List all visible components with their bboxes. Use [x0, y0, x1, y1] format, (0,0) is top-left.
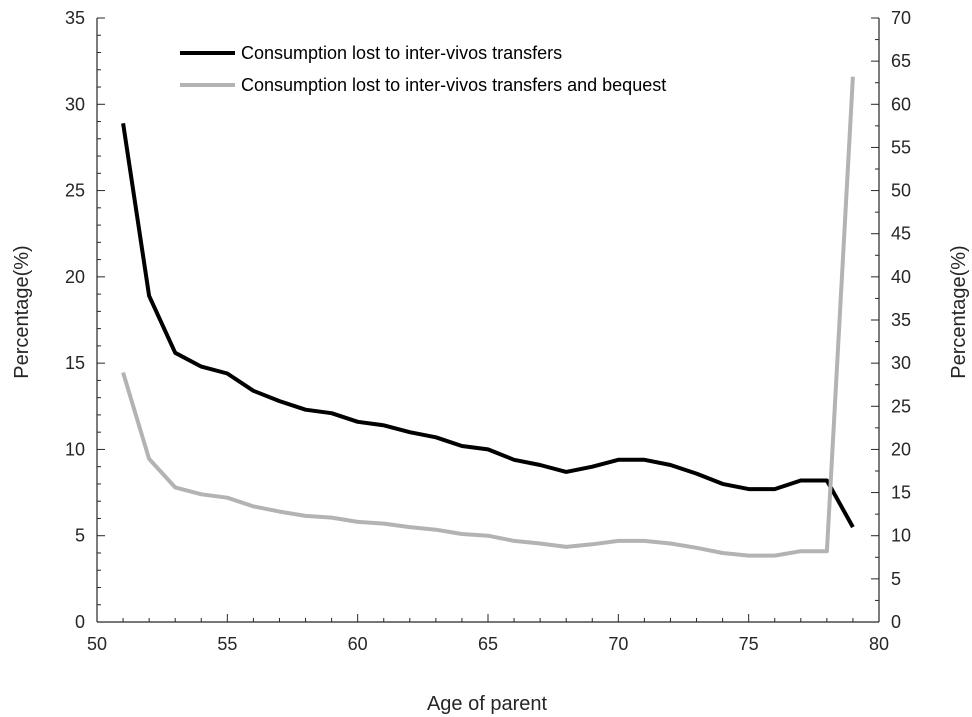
x-axis-label: Age of parent — [427, 693, 548, 715]
series-lines — [121, 76, 855, 558]
x-tick-label: 50 — [87, 634, 107, 654]
y-left-tick-label: 5 — [75, 526, 85, 546]
y-left-tick-label: 25 — [65, 181, 85, 201]
y-left-tick-label: 0 — [75, 612, 85, 632]
y-right-tick-label: 45 — [891, 224, 911, 244]
x-tick-label: 75 — [739, 634, 759, 654]
y-right-tick-label: 55 — [891, 137, 911, 157]
y-left-tick-label: 35 — [65, 8, 85, 28]
y-right-tick-label: 15 — [891, 483, 911, 503]
legend-label-transfers-and-bequest: Consumption lost to inter-vivos transfer… — [241, 75, 666, 95]
y-right-tick-label: 10 — [891, 526, 911, 546]
y-right-tick-label: 30 — [891, 353, 911, 373]
y-right-tick-label: 35 — [891, 310, 911, 330]
axes — [96, 18, 880, 623]
y-right-tick-label: 5 — [891, 569, 901, 589]
series-line-transfers — [121, 123, 855, 529]
y-right-tick-label: 60 — [891, 94, 911, 114]
y-axis-label-right: Percentage(%) — [948, 245, 970, 378]
y-right-tick-label: 70 — [891, 8, 911, 28]
ticks: 50 55 60 65 70 75 8005101520253035051015202530… — [65, 8, 911, 654]
y-right-tick-label: 20 — [891, 439, 911, 459]
y-left-tick-label: 10 — [65, 439, 85, 459]
x-tick-label: 55 — [217, 634, 237, 654]
y-right-tick-label: 40 — [891, 267, 911, 287]
x-tick-label: 60 — [348, 634, 368, 654]
y-right-tick-label: 50 — [891, 181, 911, 201]
series-line-transfers-and-bequest — [121, 76, 855, 558]
legend: Consumption lost to inter-vivos transfer… — [180, 43, 666, 95]
y-right-tick-label: 25 — [891, 396, 911, 416]
legend-label-transfers: Consumption lost to inter-vivos transfer… — [241, 43, 562, 63]
y-left-tick-label: 15 — [65, 353, 85, 373]
x-tick-label: 80 — [869, 634, 889, 654]
y-right-tick-label: 0 — [891, 612, 901, 632]
y-right-tick-label: 65 — [891, 51, 911, 71]
y-axis-label-left: Percentage(%) — [11, 245, 33, 378]
x-tick-label: 65 — [478, 634, 498, 654]
x-tick-label: 70 — [608, 634, 628, 654]
y-left-tick-label: 30 — [65, 94, 85, 114]
y-left-tick-label: 20 — [65, 267, 85, 287]
